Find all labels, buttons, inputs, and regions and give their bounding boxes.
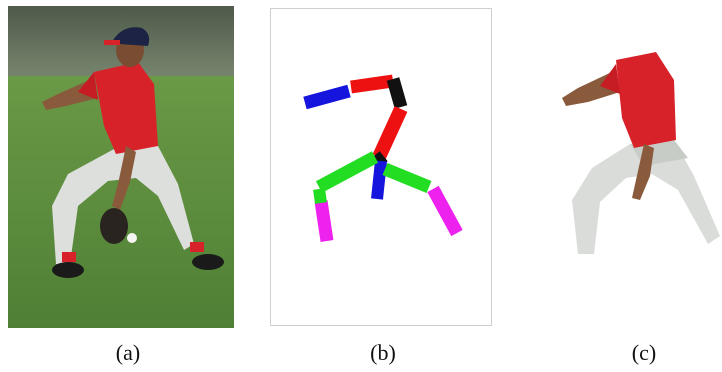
pose-skeleton-panel (270, 8, 492, 326)
segmented-body (562, 52, 720, 254)
segmentation-panel (548, 40, 722, 260)
pose-skeleton (303, 74, 463, 242)
photo-panel (8, 6, 234, 328)
limb-right-shin (427, 185, 463, 237)
baseball-player-photo (8, 6, 234, 328)
limb-left-shin (314, 200, 334, 242)
limb-right-thigh (382, 162, 432, 194)
caption-a: (a) (115, 340, 141, 365)
limb-torso (372, 106, 408, 160)
caption-b: (b) (370, 340, 396, 365)
limb-neck (386, 77, 408, 109)
limb-upper-arm (350, 74, 394, 94)
limb-left-thigh (315, 151, 379, 193)
limb-lower-arm (371, 160, 387, 200)
limb-forearm (303, 84, 351, 110)
caption-c: (c) (631, 340, 657, 365)
